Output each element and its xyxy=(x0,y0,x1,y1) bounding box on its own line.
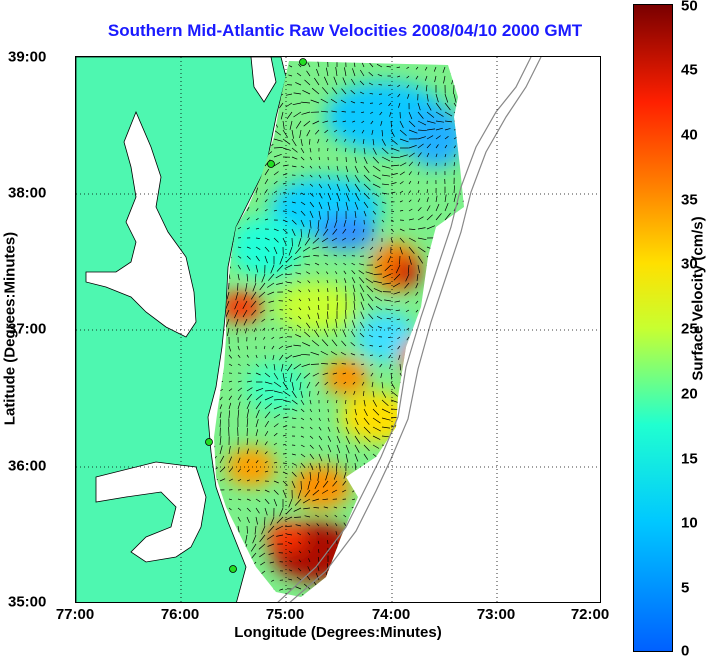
colorbar-tick: 15 xyxy=(681,450,698,468)
colorbar-tick: 35 xyxy=(681,191,698,209)
shelf-contour-2 xyxy=(289,57,542,602)
pamlico-sound xyxy=(95,461,207,563)
x-tick: 77:00 xyxy=(55,606,95,623)
chesapeake-bay xyxy=(85,110,197,338)
delaware-bay xyxy=(250,57,277,103)
colorbar xyxy=(633,4,673,652)
station-marker xyxy=(205,438,213,446)
x-tick: 73:00 xyxy=(476,606,516,623)
y-tick: 39:00 xyxy=(8,48,47,66)
x-tick: 75:00 xyxy=(265,606,305,623)
x-tick: 76:00 xyxy=(160,606,200,623)
station-marker xyxy=(299,58,307,66)
x-tick: 74:00 xyxy=(371,606,411,623)
colorbar-tick: 30 xyxy=(681,255,698,273)
colorbar-tick: 25 xyxy=(681,320,698,338)
y-tick: 38:00 xyxy=(8,184,47,202)
shelf-contour xyxy=(277,57,532,602)
colorbar-tick: 0 xyxy=(681,642,690,660)
colorbar-tick: 45 xyxy=(681,61,698,79)
map-area[interactable] xyxy=(75,56,601,603)
station-marker xyxy=(229,565,237,573)
map-canvas xyxy=(76,57,600,602)
colorbar-tick: 5 xyxy=(681,579,690,597)
y-axis-label: Latitude (Degrees:Minutes) xyxy=(1,231,19,426)
x-tick: 72:00 xyxy=(570,606,610,623)
map-title: Southern Mid-Atlantic Raw Velocities 200… xyxy=(107,21,583,40)
y-tick: 36:00 xyxy=(8,457,47,475)
y-tick: 37:00 xyxy=(8,320,47,338)
x-axis-label: Longitude (Degrees:Minutes) xyxy=(234,624,442,641)
colorbar-tick: 10 xyxy=(681,514,698,532)
colorbar-tick: 50 xyxy=(681,0,698,15)
colorbar-tick: 40 xyxy=(681,126,698,144)
y-tick: 35:00 xyxy=(8,593,47,611)
colorbar-tick: 20 xyxy=(681,385,698,403)
station-marker xyxy=(267,160,275,168)
radar-stations xyxy=(205,58,307,573)
colorbar-label: Surface Velocity (cm/s) xyxy=(689,216,707,381)
